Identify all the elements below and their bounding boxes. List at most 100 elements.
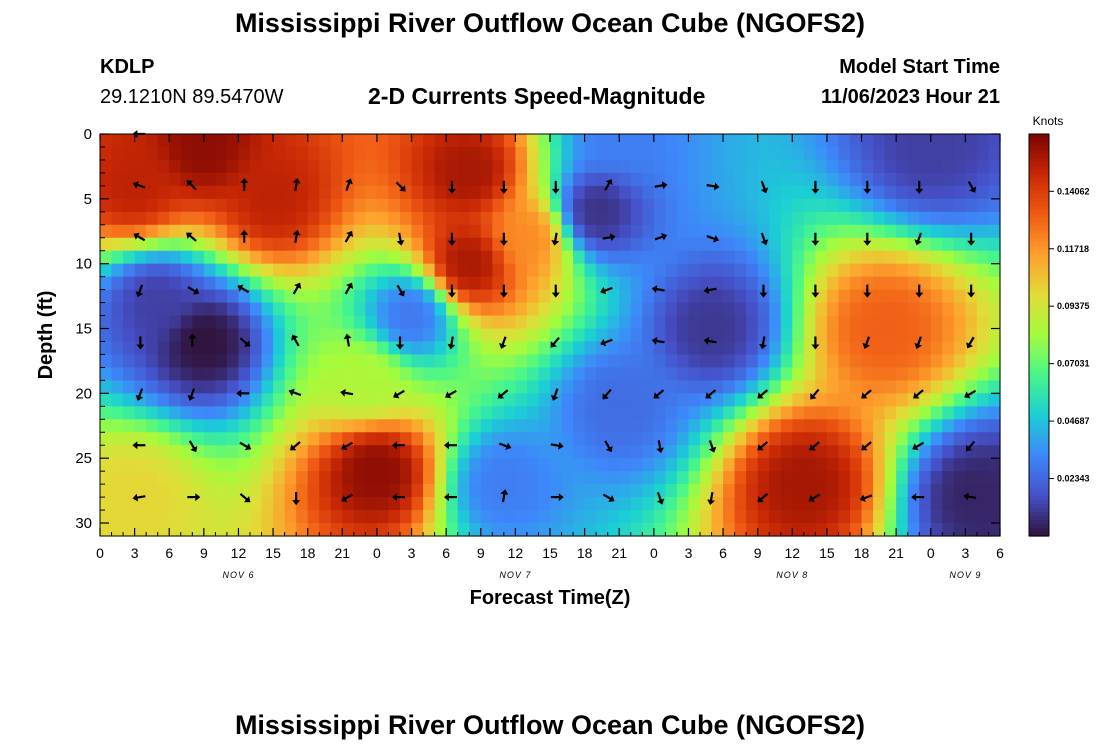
heatmap-cell	[896, 523, 909, 537]
heatmap-cell	[307, 263, 320, 278]
heatmap-cell	[330, 432, 343, 446]
heatmap-cell	[400, 458, 413, 472]
heatmap-cell	[296, 185, 309, 200]
heatmap-cell	[123, 432, 136, 446]
heatmap-cell	[376, 445, 390, 459]
heatmap-cell	[746, 263, 759, 278]
heatmap-cell	[469, 328, 482, 343]
heatmap-cell	[284, 523, 297, 537]
heatmap-cell	[296, 134, 309, 148]
heatmap-cell	[400, 406, 413, 420]
heatmap-cell	[457, 393, 470, 407]
heatmap-cell	[169, 328, 182, 343]
heatmap-cell	[457, 497, 470, 511]
heatmap-cell	[619, 406, 632, 420]
heatmap-cell	[630, 406, 643, 420]
heatmap-cell	[457, 134, 470, 148]
heatmap-cell	[296, 458, 309, 472]
heatmap-cell	[503, 198, 516, 213]
heatmap-cell	[596, 419, 609, 433]
heatmap-cell	[411, 445, 424, 459]
heatmap-cell	[492, 146, 505, 161]
colorbar-frame	[1028, 133, 1050, 537]
heatmap-cell	[457, 380, 470, 394]
heatmap-cell	[861, 146, 874, 161]
heatmap-cell	[642, 224, 655, 239]
heatmap-cell	[376, 211, 390, 226]
heatmap-cell	[469, 406, 482, 420]
colorbar-segment	[1029, 330, 1049, 336]
heatmap-cell	[780, 419, 793, 433]
heatmap-cell	[123, 315, 136, 330]
heatmap-cell	[503, 328, 516, 343]
heatmap-cell	[619, 445, 632, 459]
heatmap-cell	[746, 510, 759, 524]
heatmap-cell	[861, 328, 874, 343]
heatmap-cell	[676, 445, 690, 459]
heatmap-cell	[423, 380, 436, 394]
heatmap-cell	[192, 497, 205, 511]
heatmap-cell	[573, 497, 586, 511]
heatmap-cell	[700, 172, 713, 187]
station-coordinates: 29.1210N 89.5470W	[100, 86, 284, 108]
heatmap-cell	[365, 458, 378, 472]
heatmap-cell	[100, 419, 113, 433]
heatmap-cell	[561, 445, 574, 459]
heatmap-cell	[284, 510, 297, 524]
heatmap-cell	[538, 276, 551, 291]
heatmap-cell	[134, 276, 147, 291]
heatmap-cell	[273, 250, 286, 265]
heatmap-cell	[642, 315, 655, 330]
heatmap-cell	[850, 159, 863, 174]
heatmap-cell	[826, 523, 840, 537]
heatmap-cell	[423, 497, 436, 511]
x-tick-label: 15	[819, 545, 835, 561]
heatmap-cell	[642, 172, 655, 187]
heatmap-cell	[561, 484, 574, 498]
current-arrow	[862, 336, 871, 350]
heatmap-cell	[815, 471, 828, 485]
heatmap-cell	[226, 315, 240, 330]
heatmap-cell	[330, 276, 343, 291]
heatmap-cell	[446, 263, 459, 278]
heatmap-cell	[780, 393, 793, 407]
heatmap-cell	[469, 354, 482, 369]
heatmap-cell	[734, 419, 747, 433]
heatmap-cell	[976, 484, 990, 498]
heatmap-cell	[319, 484, 332, 498]
heatmap-cell	[538, 289, 551, 304]
heatmap-cell	[919, 289, 932, 304]
current-arrow	[912, 441, 925, 451]
heatmap-cell	[619, 237, 632, 252]
heatmap-cell	[365, 510, 378, 524]
heatmap-cell	[757, 224, 770, 239]
heatmap-cell	[226, 419, 240, 433]
heatmap-cell	[250, 354, 263, 369]
heatmap-cell	[157, 432, 170, 446]
heatmap-cell	[457, 185, 470, 200]
heatmap-cell	[492, 198, 505, 213]
heatmap-cell	[100, 263, 113, 278]
colorbar-segment	[1029, 471, 1049, 477]
heatmap-cell	[469, 315, 482, 330]
heatmap-cell	[976, 198, 990, 213]
heatmap-cell	[123, 198, 136, 213]
heatmap-cell	[826, 367, 840, 381]
heatmap-cell	[965, 146, 978, 161]
colorbar-segment	[1029, 258, 1049, 264]
heatmap-cell	[561, 328, 574, 343]
heatmap-cell	[515, 367, 528, 381]
heatmap-cell	[261, 458, 274, 472]
heatmap-cell	[988, 484, 1001, 498]
heatmap-cell	[273, 458, 286, 472]
heatmap-cell	[365, 484, 378, 498]
heatmap-cell	[296, 250, 309, 265]
heatmap-cell	[353, 211, 366, 226]
heatmap-cell	[423, 445, 436, 459]
heatmap-cell	[250, 146, 263, 161]
heatmap-cell	[757, 263, 770, 278]
heatmap-cell	[515, 523, 528, 537]
heatmap-cell	[353, 276, 366, 291]
heatmap-cell	[965, 276, 978, 291]
heatmap-cell	[515, 432, 528, 446]
